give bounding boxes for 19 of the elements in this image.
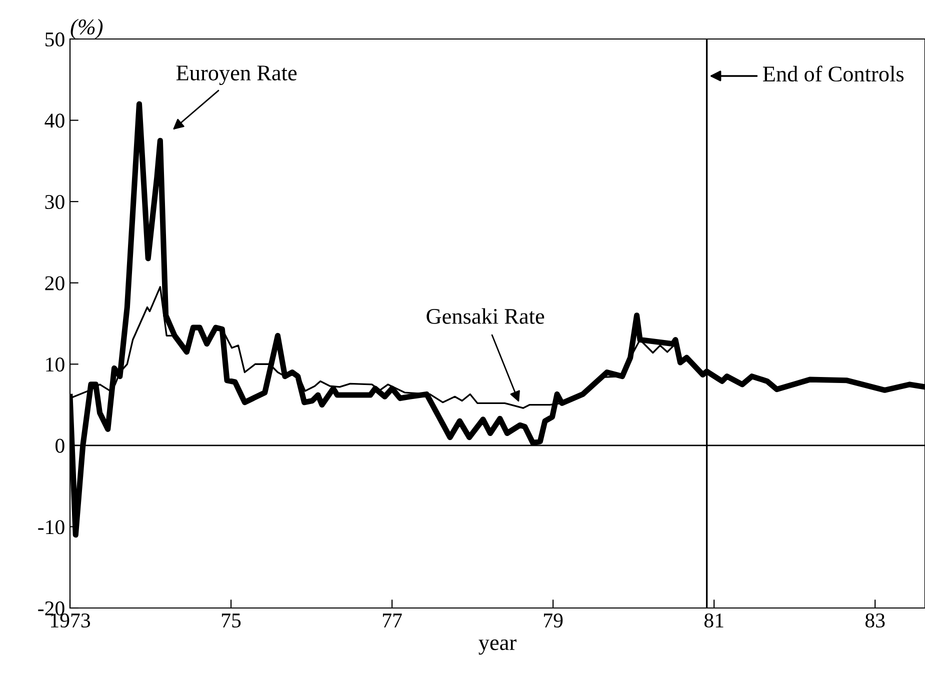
- x-tick-label: 81: [704, 613, 724, 628]
- x-tick-label: 79: [544, 614, 563, 628]
- y-tick-label: 20: [45, 276, 64, 290]
- x-axis-title: year: [478, 639, 516, 655]
- y-tick-label: 10: [46, 358, 64, 372]
- y-tick-label: 50: [46, 32, 64, 46]
- annotation: Euroyen Rate: [176, 66, 297, 86]
- x-tick-label: 1973: [51, 614, 90, 628]
- y-tick-label: -10: [38, 520, 64, 534]
- y-tick-label: 40: [44, 114, 64, 128]
- x-tick-label: 77: [382, 614, 402, 628]
- y-tick-label: 0: [56, 438, 64, 453]
- ref-line-label: End of Controls: [763, 66, 904, 82]
- y-axis-title: (%): [70, 18, 103, 39]
- annotation: Gensaki Rate: [426, 308, 544, 324]
- y-tick-label: 30: [45, 194, 64, 210]
- x-tick-label: 83: [865, 613, 885, 628]
- y-tick-label: -20: [38, 601, 64, 616]
- x-tick-label: 75: [222, 614, 241, 628]
